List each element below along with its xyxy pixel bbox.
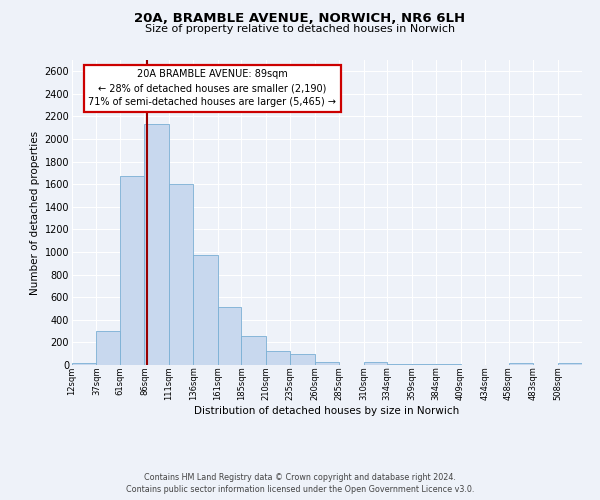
Bar [145, 124, 169, 365]
Bar [120, 176, 145, 365]
Bar [557, 362, 582, 365]
Text: 20A BRAMBLE AVENUE: 89sqm
← 28% of detached houses are smaller (2,190)
71% of se: 20A BRAMBLE AVENUE: 89sqm ← 28% of detac… [88, 69, 336, 107]
Bar [436, 364, 461, 365]
Text: Size of property relative to detached houses in Norwich: Size of property relative to detached ho… [145, 24, 455, 34]
Bar [290, 354, 315, 365]
Bar [72, 362, 97, 365]
X-axis label: Distribution of detached houses by size in Norwich: Distribution of detached houses by size … [194, 406, 460, 416]
Bar [241, 336, 266, 365]
Y-axis label: Number of detached properties: Number of detached properties [31, 130, 40, 294]
Bar [315, 362, 339, 365]
Bar [412, 364, 436, 365]
Bar [169, 184, 193, 365]
Text: Contains HM Land Registry data © Crown copyright and database right 2024.
Contai: Contains HM Land Registry data © Crown c… [126, 472, 474, 494]
Bar [218, 308, 241, 365]
Bar [364, 362, 387, 365]
Bar [266, 351, 290, 365]
Bar [193, 256, 218, 365]
Text: 20A, BRAMBLE AVENUE, NORWICH, NR6 6LH: 20A, BRAMBLE AVENUE, NORWICH, NR6 6LH [134, 12, 466, 26]
Bar [509, 362, 533, 365]
Bar [387, 364, 412, 365]
Bar [97, 331, 120, 365]
